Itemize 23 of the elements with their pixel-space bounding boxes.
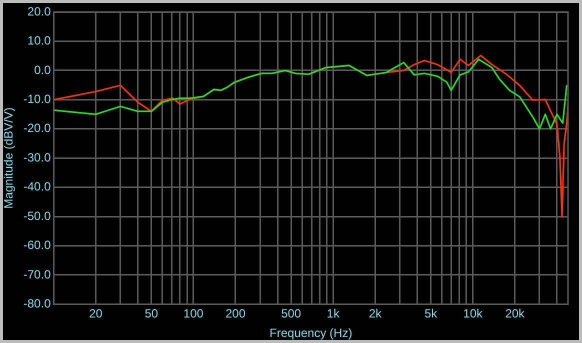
y-tick-label: 0.0 [34,62,52,77]
x-tick-label: 20 [89,306,103,321]
y-tick-label: 20.0 [27,4,52,18]
y-tick-label: -60.0 [23,238,52,252]
x-tick-label: 500 [281,306,302,321]
y-tick-label: 10.0 [27,34,52,48]
x-tick-label: 50 [144,306,158,321]
y-axis-title: Magnitude (dBV/V) [2,107,16,209]
x-tick-label: 5k [424,306,438,321]
y-tick-label: -80.0 [23,296,52,311]
x-axis-title: Frequency (Hz) [270,326,352,340]
y-tick-label: -50.0 [23,208,52,223]
x-tick-label: 1k [326,306,340,321]
y-tick-label: -20.0 [23,121,52,136]
x-tick-label: 100 [183,306,204,321]
x-tick-label: 10k [463,306,484,321]
y-tick-label: -10.0 [23,92,52,106]
x-tick-label: 2k [368,306,383,321]
x-tick-label: 20k [505,306,526,321]
x-tick-label: 200 [225,306,246,321]
y-tick-label: -70.0 [23,267,52,282]
y-tick-label: -30.0 [23,150,52,164]
y-tick-label: -40.0 [23,180,52,194]
